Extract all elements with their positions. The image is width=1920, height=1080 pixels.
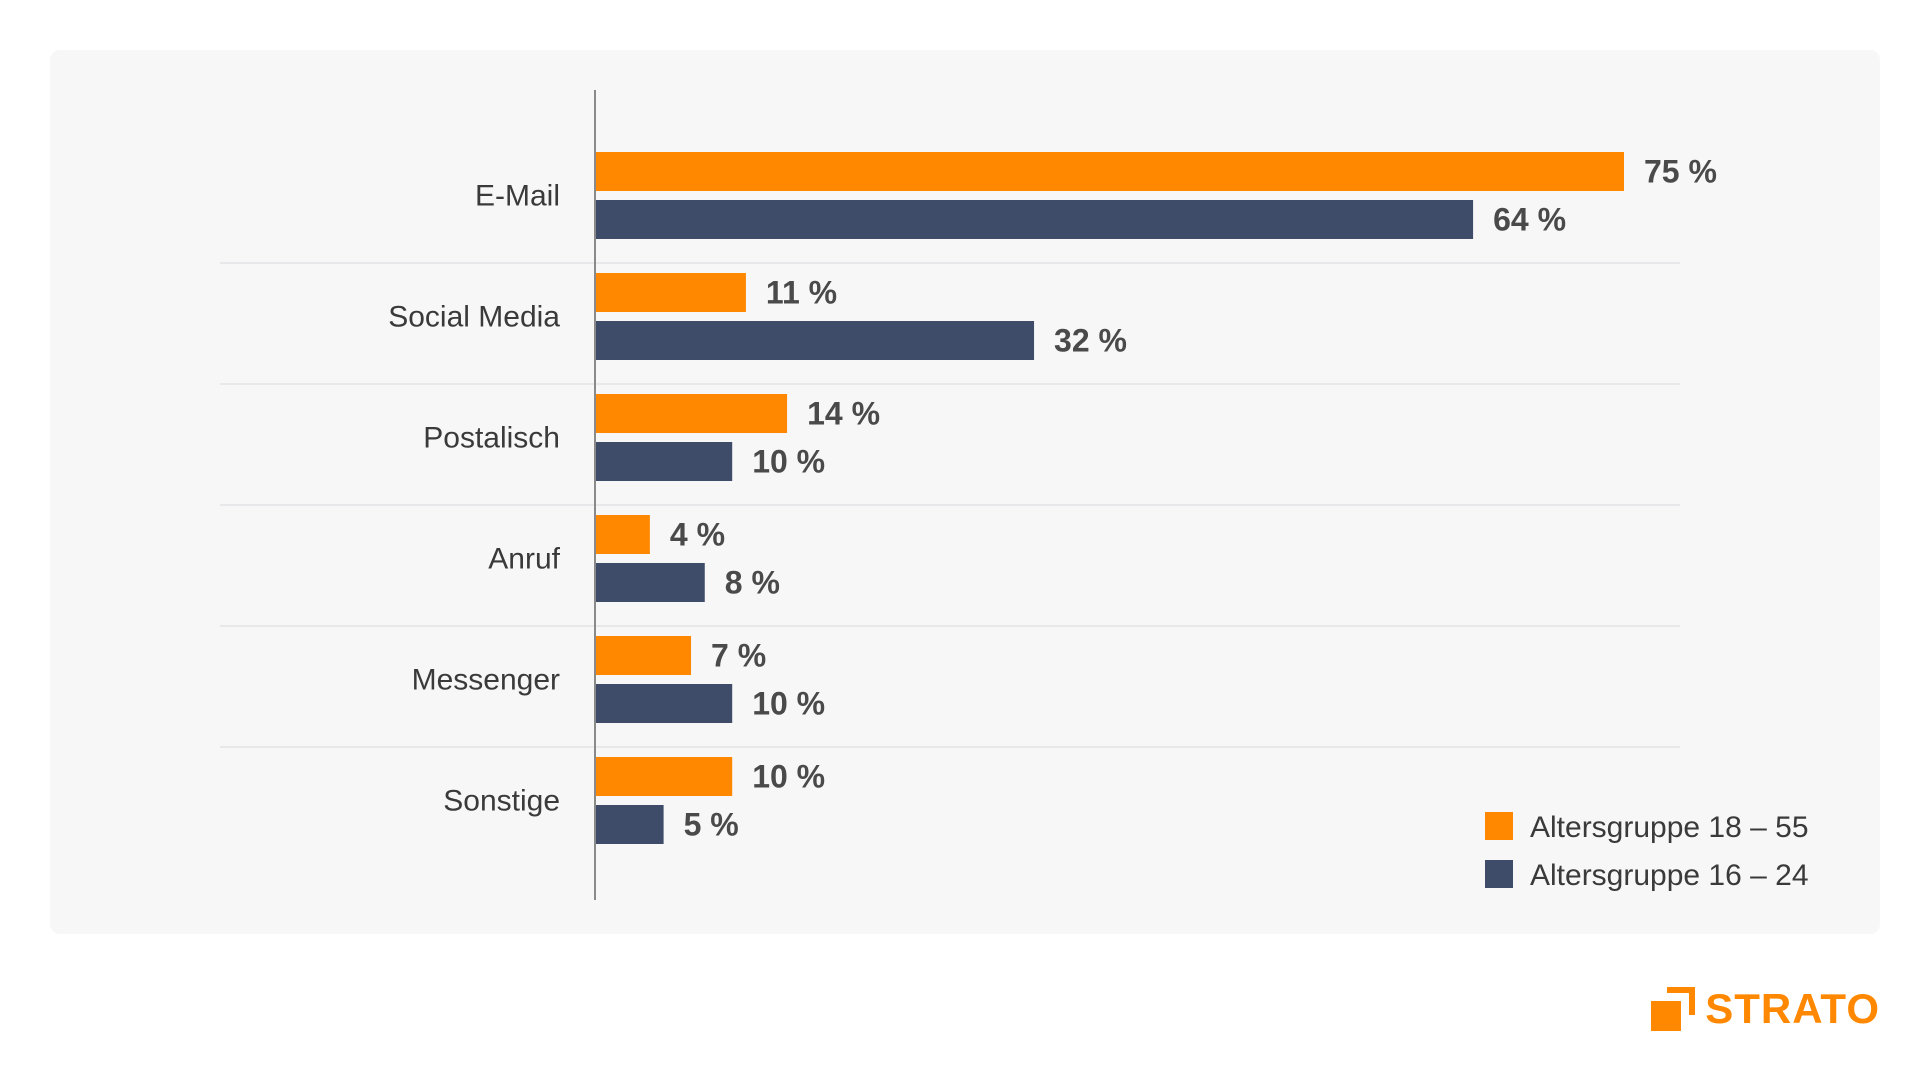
chart-panel: E-Mail 75 % 64 % Social Media 11 % 32 % Postal… — [50, 50, 1880, 934]
value-label: 8 % — [725, 565, 780, 601]
legend-label: Altersgruppe 16 – 24 — [1530, 859, 1809, 892]
bar-navy — [595, 805, 664, 844]
bar-orange — [595, 636, 692, 675]
bar-navy — [595, 321, 1035, 360]
value-label: 14 % — [807, 396, 880, 432]
value-label: 10 % — [752, 686, 825, 722]
bar-chart: E-Mail 75 % 64 % Social Media 11 % 32 % Postal… — [220, 90, 1809, 900]
legend-label: Altersgruppe 18 – 55 — [1530, 811, 1809, 844]
bar-orange — [595, 515, 650, 554]
category-label: Messenger — [412, 664, 560, 697]
bar-navy — [595, 442, 733, 481]
value-label: 11 % — [766, 275, 837, 311]
brand-name: STRATO — [1705, 985, 1880, 1032]
category-label: Anruf — [488, 543, 560, 576]
bar-orange — [595, 152, 1624, 191]
value-label: 5 % — [684, 807, 739, 843]
bar-navy — [595, 684, 733, 723]
legend-swatch — [1485, 860, 1513, 888]
category-label: E-Mail — [475, 180, 560, 213]
value-label: 7 % — [711, 638, 766, 674]
bar-navy — [595, 563, 705, 602]
value-label: 32 % — [1054, 323, 1127, 359]
bar-orange — [595, 757, 733, 796]
category-label: Sonstige — [443, 785, 560, 818]
bar-orange — [595, 273, 746, 312]
category-label: Social Media — [388, 301, 560, 334]
bar-navy — [595, 200, 1474, 239]
value-label: 10 % — [752, 444, 825, 480]
value-label: 75 % — [1644, 154, 1717, 190]
bar-orange — [595, 394, 788, 433]
value-label: 10 % — [752, 759, 825, 795]
strato-logo: STRATO — [1651, 985, 1880, 1033]
strato-logo-icon — [1651, 987, 1696, 1031]
category-label: Postalisch — [423, 422, 560, 455]
legend-swatch — [1485, 812, 1513, 840]
value-label: 4 % — [670, 517, 725, 553]
value-label: 64 % — [1493, 202, 1566, 238]
